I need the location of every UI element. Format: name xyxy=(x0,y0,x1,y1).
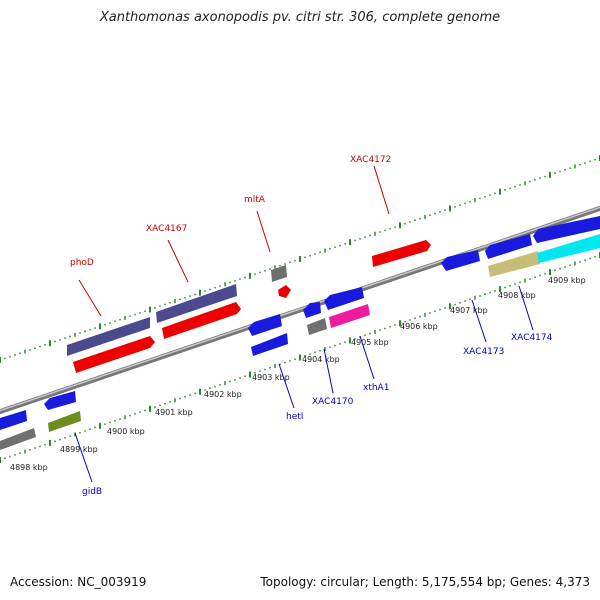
gene-XAC4172-blue xyxy=(0,410,27,430)
gene-phoD-red xyxy=(73,336,155,373)
map-title: Xanthomonas axonopodis pv. citri str. 30… xyxy=(99,10,501,25)
kbp-label-4904: 4904 kbp xyxy=(302,355,340,364)
kbp-label-4900: 4900 kbp xyxy=(107,427,145,436)
kbp-label-4906: 4906 kbp xyxy=(400,322,438,331)
leader-lines xyxy=(74,165,534,483)
kbp-label-4908: 4908 kbp xyxy=(498,291,536,300)
gene-blue-4909 xyxy=(533,216,600,243)
kbp-label-4909: 4909 kbp xyxy=(548,276,586,285)
kbp-label-4905: 4905 kbp xyxy=(351,338,389,347)
kbp-label-4901: 4901 kbp xyxy=(155,408,193,417)
kbp-label-4903: 4903 kbp xyxy=(252,373,290,382)
genome-stats: Topology: circular; Length: 5,175,554 bp… xyxy=(260,575,590,589)
gene-blue-4908a xyxy=(485,234,532,259)
upper-tick-track xyxy=(0,155,600,363)
gene-mltA-red xyxy=(278,285,291,298)
gene-name-labels: phoD XAC4167 mltA XAC4172 gidB hetI XAC4… xyxy=(70,155,553,497)
gene-mltA-gray xyxy=(271,265,287,282)
gene-label-phoD: phoD xyxy=(70,258,94,268)
gene-XAC4174-khaki xyxy=(488,251,540,277)
gene-xthA1-magenta xyxy=(329,304,370,328)
gene-XAC4173-blue xyxy=(441,250,480,271)
gene-XAC4172-red xyxy=(372,240,431,267)
gene-gray-left xyxy=(0,428,36,450)
gene-cyan-4909 xyxy=(537,234,600,263)
accession-text: Accession: NC_003919 xyxy=(10,575,147,589)
gene-blue-gidB xyxy=(44,391,76,410)
gene-blue-4903a xyxy=(248,314,282,336)
kbp-labels: 4898 kbp 4899 kbp 4900 kbp 4901 kbp 4902… xyxy=(10,276,586,472)
gene-label-XAC4170: XAC4170 xyxy=(312,397,354,407)
forward-genes xyxy=(0,240,431,430)
gene-label-XAC4172: XAC4172 xyxy=(350,155,391,165)
gene-blue-4904 xyxy=(303,302,321,318)
gene-label-XAC4167: XAC4167 xyxy=(146,224,187,234)
gene-hetI-blue xyxy=(251,333,288,356)
gene-XAC4167-purple xyxy=(156,284,237,323)
gene-XAC4170-gray xyxy=(307,318,327,335)
reverse-genes xyxy=(0,216,600,450)
gene-phoD-purple xyxy=(67,317,150,356)
genome-backbone xyxy=(0,205,600,415)
lower-tick-track xyxy=(0,252,600,463)
kbp-label-4907: 4907 kbp xyxy=(450,306,488,315)
gene-label-XAC4173: XAC4173 xyxy=(463,347,504,357)
kbp-label-4898: 4898 kbp xyxy=(10,463,48,472)
gene-blue-4905 xyxy=(324,287,364,310)
gene-label-XAC4174: XAC4174 xyxy=(511,333,553,343)
gene-XAC4167-red xyxy=(162,302,241,339)
gene-label-hetI: hetI xyxy=(286,412,303,422)
gene-label-gidB: gidB xyxy=(82,487,102,497)
kbp-label-4902: 4902 kbp xyxy=(204,390,242,399)
gene-gidB-olive xyxy=(48,411,81,432)
gene-label-xthA1: xthA1 xyxy=(363,383,389,393)
gene-label-mltA: mltA xyxy=(244,195,266,205)
kbp-label-4899: 4899 kbp xyxy=(60,445,98,454)
